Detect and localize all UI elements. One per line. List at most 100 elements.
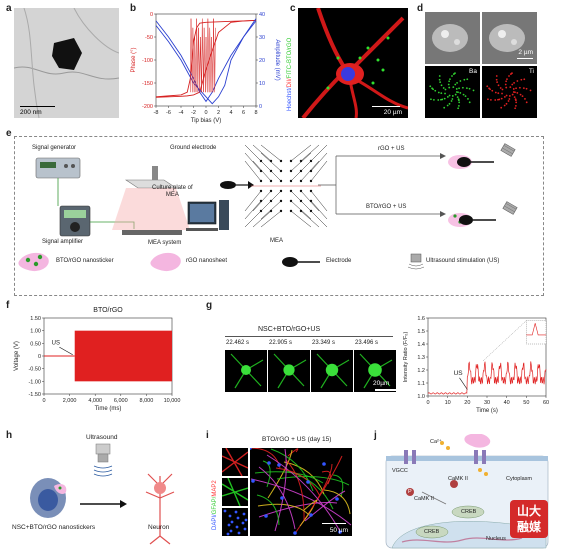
panel-f-title: BTO/rGO xyxy=(93,307,123,314)
panel-f-label: f xyxy=(6,300,10,311)
x-tick-label: 0 xyxy=(42,398,45,404)
panel-g-time-2: 22.905 s xyxy=(269,340,293,346)
element-dot xyxy=(496,81,499,84)
element-dot xyxy=(525,101,528,104)
y-tick-label-right: 30 xyxy=(259,35,265,41)
x-tick-label: 50 xyxy=(523,400,529,406)
mea-trace xyxy=(310,200,328,220)
nucleus-dot xyxy=(267,461,271,465)
x-tick-label: 6,000 xyxy=(114,398,128,404)
nucleus-dot xyxy=(229,529,233,533)
element-dot xyxy=(495,75,498,77)
element-dot xyxy=(513,82,515,84)
element-dot xyxy=(463,78,466,81)
element-dot xyxy=(450,100,453,102)
label-signal-amplifier: Signal amplifier xyxy=(42,239,84,245)
panel-f-chart: BTO/rGO 0 2,000 4,000 6,000 8,000 10,000 -1.50 -… xyxy=(14,307,180,412)
mea-system-icon xyxy=(122,230,182,235)
nucleus-dot xyxy=(280,496,284,500)
element-dot xyxy=(522,87,525,89)
element-dot xyxy=(524,98,526,100)
culture-plate-icon xyxy=(125,179,177,189)
label-route-top: rGO + US xyxy=(378,146,405,152)
element-dot xyxy=(458,87,460,90)
element-dot xyxy=(486,85,489,88)
element-dot xyxy=(438,75,441,77)
element-dot xyxy=(439,81,442,84)
element-dot xyxy=(491,89,494,92)
mea-trace xyxy=(260,200,282,220)
y-tick-label: -1.50 xyxy=(28,392,41,398)
nucleus-dot xyxy=(251,479,255,483)
element-dot xyxy=(464,95,467,98)
fiber xyxy=(299,501,315,527)
element-dot xyxy=(429,85,432,88)
x-tick-label: 20 xyxy=(464,400,470,406)
panel-c-scale-label: 20 µm xyxy=(383,109,402,116)
element-dot xyxy=(461,86,464,89)
element-dot xyxy=(487,98,489,101)
panel-b-series-line xyxy=(155,20,257,103)
y-tick-label-left: 0 xyxy=(150,12,153,18)
y-tick-label: 1.3 xyxy=(417,355,425,361)
nucleus-dot xyxy=(226,532,230,536)
element-dot xyxy=(506,78,508,81)
watermark-line-1: 山大 xyxy=(516,504,541,518)
panel-b-series-line xyxy=(155,18,257,105)
element-dot xyxy=(507,100,510,102)
y-tick-label: 1.00 xyxy=(30,329,41,335)
element-dot xyxy=(515,101,518,104)
watermark-logo: 山大 融媒 xyxy=(510,500,548,538)
panel-g-time-4: 23.496 s xyxy=(355,340,379,346)
mea-electrode-grid xyxy=(244,144,328,228)
element-dot xyxy=(458,101,461,104)
element-dot xyxy=(503,96,506,98)
panel-j-schematic xyxy=(385,434,549,549)
nucleus-dot xyxy=(243,527,247,531)
element-dot xyxy=(451,75,453,77)
fiber xyxy=(304,490,346,522)
panel-j-nucleus: Nucleus xyxy=(486,536,506,542)
x-tick-label: 8,000 xyxy=(140,398,154,404)
x-tick-label: 40 xyxy=(504,400,510,406)
element-dot xyxy=(503,104,506,107)
mea-trace xyxy=(244,152,262,172)
element-dot xyxy=(444,88,447,91)
y-tick-label: -1.00 xyxy=(28,379,41,385)
panel-i-label: i xyxy=(206,430,209,441)
panel-e-schematic xyxy=(18,143,518,272)
rgo-nanosheet-icon xyxy=(150,252,181,272)
nucleus-dot xyxy=(335,497,339,501)
element-dot xyxy=(512,88,515,90)
element-dot xyxy=(456,96,459,99)
element-dot xyxy=(430,98,432,101)
y-tick-label: 1.5 xyxy=(417,329,425,335)
element-dot xyxy=(448,94,451,97)
panel-g-frame-1 xyxy=(225,350,267,392)
mea-trace xyxy=(260,160,282,182)
panel-j-ca: Ca²⁺ xyxy=(430,439,442,445)
element-dot xyxy=(514,107,517,110)
element-dot xyxy=(454,93,457,96)
panel-g-title: NSC+BTO/rGO+US xyxy=(258,326,321,333)
ultrasound-probe-icon xyxy=(93,443,113,477)
element-dot xyxy=(443,106,446,109)
fiber xyxy=(256,494,280,526)
element-dot xyxy=(443,97,446,100)
mea-trace xyxy=(260,144,282,162)
panel-j-cytoplasm: Cytoplasm xyxy=(506,476,532,482)
mea-trace xyxy=(244,190,262,212)
nucleus-dot xyxy=(244,518,248,522)
fiber xyxy=(323,489,351,515)
fiber xyxy=(332,474,344,498)
element-dot xyxy=(497,84,500,87)
mea-trace xyxy=(252,210,272,228)
fiber xyxy=(321,470,331,485)
electrode-legend-icon xyxy=(282,257,298,267)
element-dot xyxy=(444,92,446,95)
element-dot xyxy=(457,104,460,107)
x-tick-label: -8 xyxy=(154,110,159,116)
panel-i-merged-image: 50 µm xyxy=(250,448,352,536)
element-dot xyxy=(466,78,469,81)
mea-trace xyxy=(260,190,282,212)
